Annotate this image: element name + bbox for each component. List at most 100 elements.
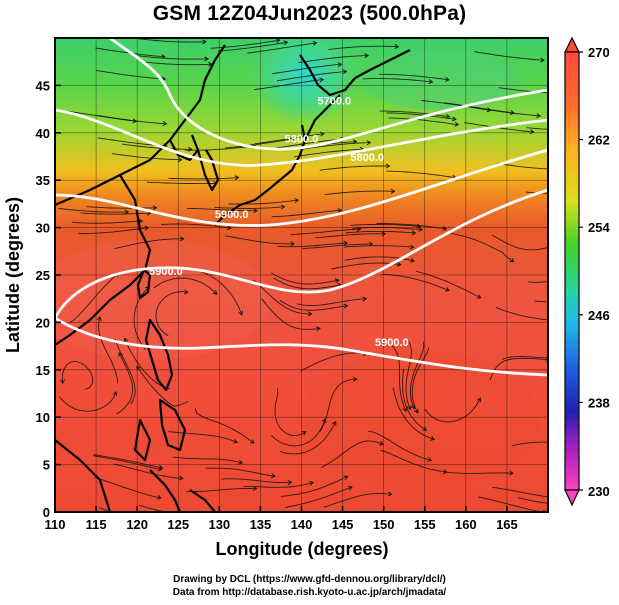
streamline-arrow [138,218,144,224]
streamline-arrow [123,337,129,343]
streamline-arrow [280,204,286,210]
x-axis-ticks: 110 115 120 125 130 135 140 145 150 155 160 165 [45,506,518,532]
streamline [271,209,342,218]
streamline-arrow [212,290,218,295]
streamline [138,504,170,512]
streamline [138,55,209,60]
contour-label: 5900.0 [215,209,249,221]
streamline [511,441,548,447]
streamline [194,408,255,444]
streamline [527,280,548,283]
streamline [86,206,157,209]
streamline [72,220,143,224]
streamline-arrow [411,230,417,236]
streamline [386,170,456,179]
streamline [517,497,548,504]
streamline [80,212,151,215]
streamline [280,475,348,497]
x-tick-label: 130 [208,517,230,532]
streamline [224,235,295,245]
streamline-arrow [592,266,596,270]
y-tick-label: 0 [43,505,50,520]
streamline-arrow [418,227,424,232]
streamline [343,245,414,248]
streamline-arrow [592,189,596,193]
streamline [379,73,449,81]
streamline [217,41,288,52]
streamline-arrow [234,175,240,181]
streamline-arrow [238,310,243,316]
y-tick-label: 5 [43,458,50,473]
contour-label: 5900.0 [149,266,183,278]
streamline [380,449,447,473]
streamline-arrow [584,502,588,506]
streamline [405,340,412,410]
y-axis-ticks: 0 5 10 15 20 25 30 35 40 45 [36,78,61,520]
contour-label: 5900.0 [375,337,409,349]
streamline [415,270,481,299]
streamline-arrow [454,121,460,127]
streamline-arrow [422,426,428,431]
streamline [58,391,117,412]
streamline-arrow [410,257,415,263]
streamline-arrow [294,198,300,203]
streamline-arrow [368,241,374,247]
x-tick-label: 125 [167,517,189,532]
y-tick-label: 25 [36,268,50,283]
streamline-arrow [253,208,258,214]
streamline [345,230,416,234]
colorbar-tick-label: 238 [588,395,610,410]
streamline-arrow [409,244,415,250]
streamline [300,352,367,372]
streamline-arrow [352,376,358,382]
height-contours [55,38,548,377]
streamline-arrow [152,205,158,211]
streamline-arrow [600,293,604,297]
contour-label: 5800.0 [350,152,384,164]
x-tick-label: 140 [291,517,313,532]
x-tick-label: 120 [126,517,148,532]
streamline [279,299,348,311]
streamline-arrow [543,509,547,512]
streamline [96,114,167,125]
streamline-arrow [342,69,348,75]
streamline-arrow [343,303,349,309]
streamline-arrow [385,163,391,169]
contour-labels: 5700.0 5800.0 5800.0 5900.0 5900.0 5900.0 [149,95,409,349]
streamline [350,223,421,227]
streamline-arrow [271,473,276,479]
streamline-arrow [379,440,384,446]
streamline-arrow [343,475,349,480]
streamline-arrow [290,136,296,142]
colorbar-ticks: 270 262 254 246 238 230 [579,45,610,499]
temperature-field: 5700.0 5800.0 5800.0 5900.0 5900.0 5900.0 [55,38,604,512]
streamline-arrow [444,287,450,292]
streamline [274,388,306,437]
credit-line-1: Drawing by DCL (https://www.gfd-dennou.o… [173,574,446,585]
streamline-arrow [275,38,281,44]
streamline-arrow [337,62,343,67]
streamline-arrow [558,496,562,500]
streamline-arrow [428,79,434,85]
streamline-arrow [233,438,238,444]
y-tick-label: 20 [36,315,50,330]
streamline-arrow [396,261,402,267]
streamline [501,356,548,360]
streamline-arrow [112,391,118,397]
streamline-arrow [178,475,184,481]
streamline-arrow [124,209,130,215]
colorbar-tick-label: 262 [588,133,610,148]
colorbar-tick-label: 270 [588,45,610,60]
streamline-arrow [387,491,393,497]
streamline-arrow [334,278,340,284]
streamline-arrow [366,140,372,146]
streamline [168,177,239,180]
colorbar: 270 262 254 246 238 230 [564,36,610,507]
streamline [411,347,430,414]
streamline [114,339,136,405]
colorbar-bottom-arrow [564,489,580,507]
streamline [279,421,337,455]
streamline [323,493,392,508]
streamline-arrow [316,326,321,332]
